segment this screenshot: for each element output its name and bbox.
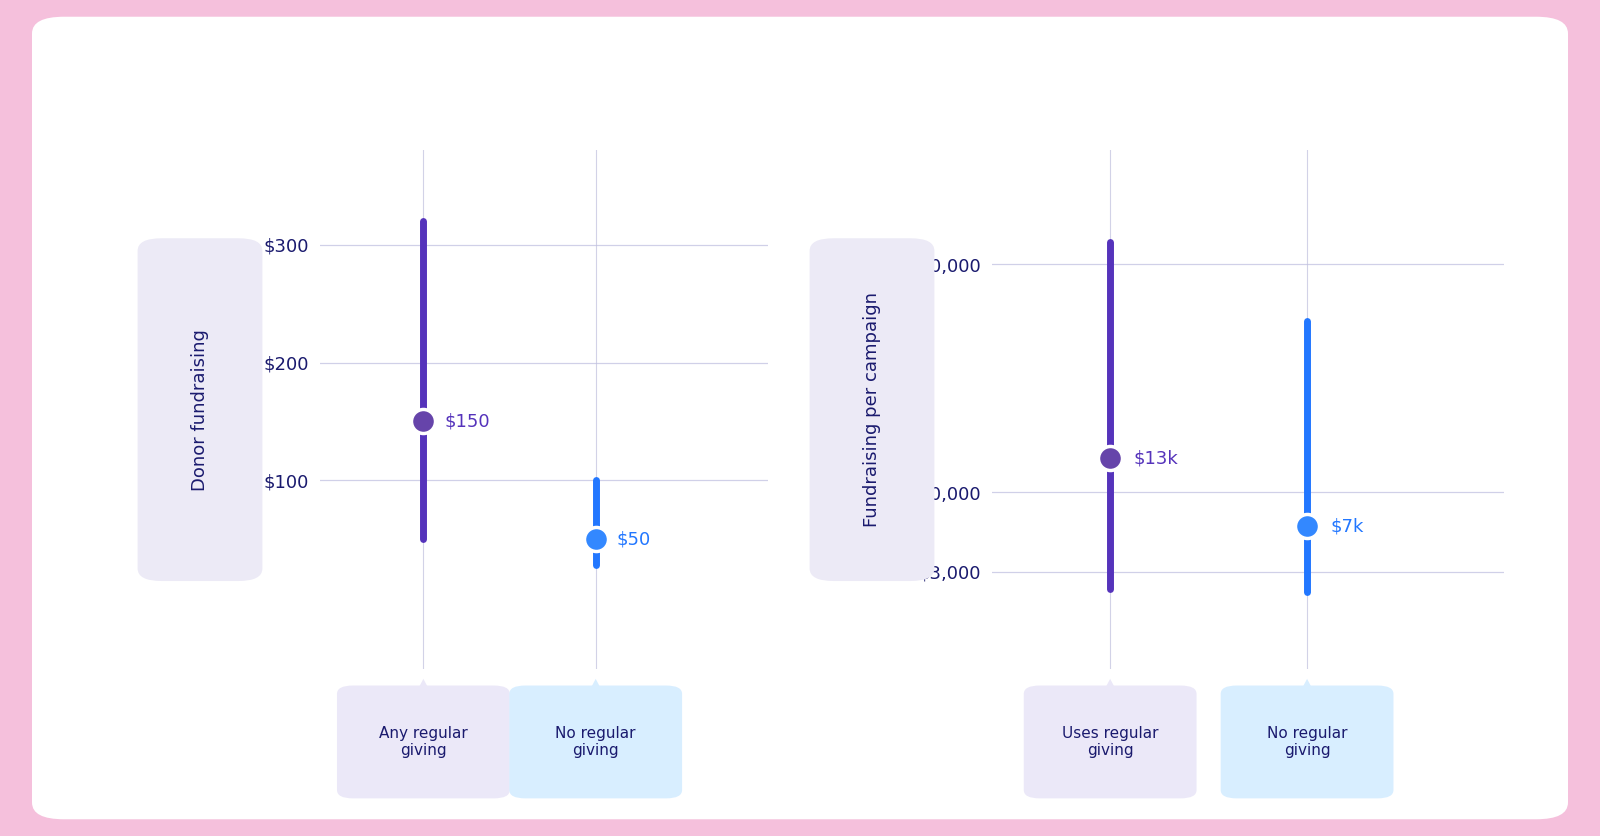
Point bbox=[582, 533, 608, 546]
Text: No regular
giving: No regular giving bbox=[1267, 726, 1347, 758]
Text: Donor fundraising: Donor fundraising bbox=[190, 329, 210, 491]
Text: $150: $150 bbox=[445, 412, 490, 431]
Text: $7k: $7k bbox=[1331, 517, 1365, 535]
Point bbox=[411, 415, 437, 428]
Point bbox=[1294, 520, 1320, 533]
Text: No regular
giving: No regular giving bbox=[555, 726, 635, 758]
Text: Fundraising per campaign: Fundraising per campaign bbox=[862, 292, 882, 528]
Text: Any regular
giving: Any regular giving bbox=[379, 726, 467, 758]
Text: $50: $50 bbox=[616, 530, 651, 548]
Text: Uses regular
giving: Uses regular giving bbox=[1062, 726, 1158, 758]
Text: $13k: $13k bbox=[1134, 449, 1179, 467]
Point bbox=[1098, 451, 1123, 465]
